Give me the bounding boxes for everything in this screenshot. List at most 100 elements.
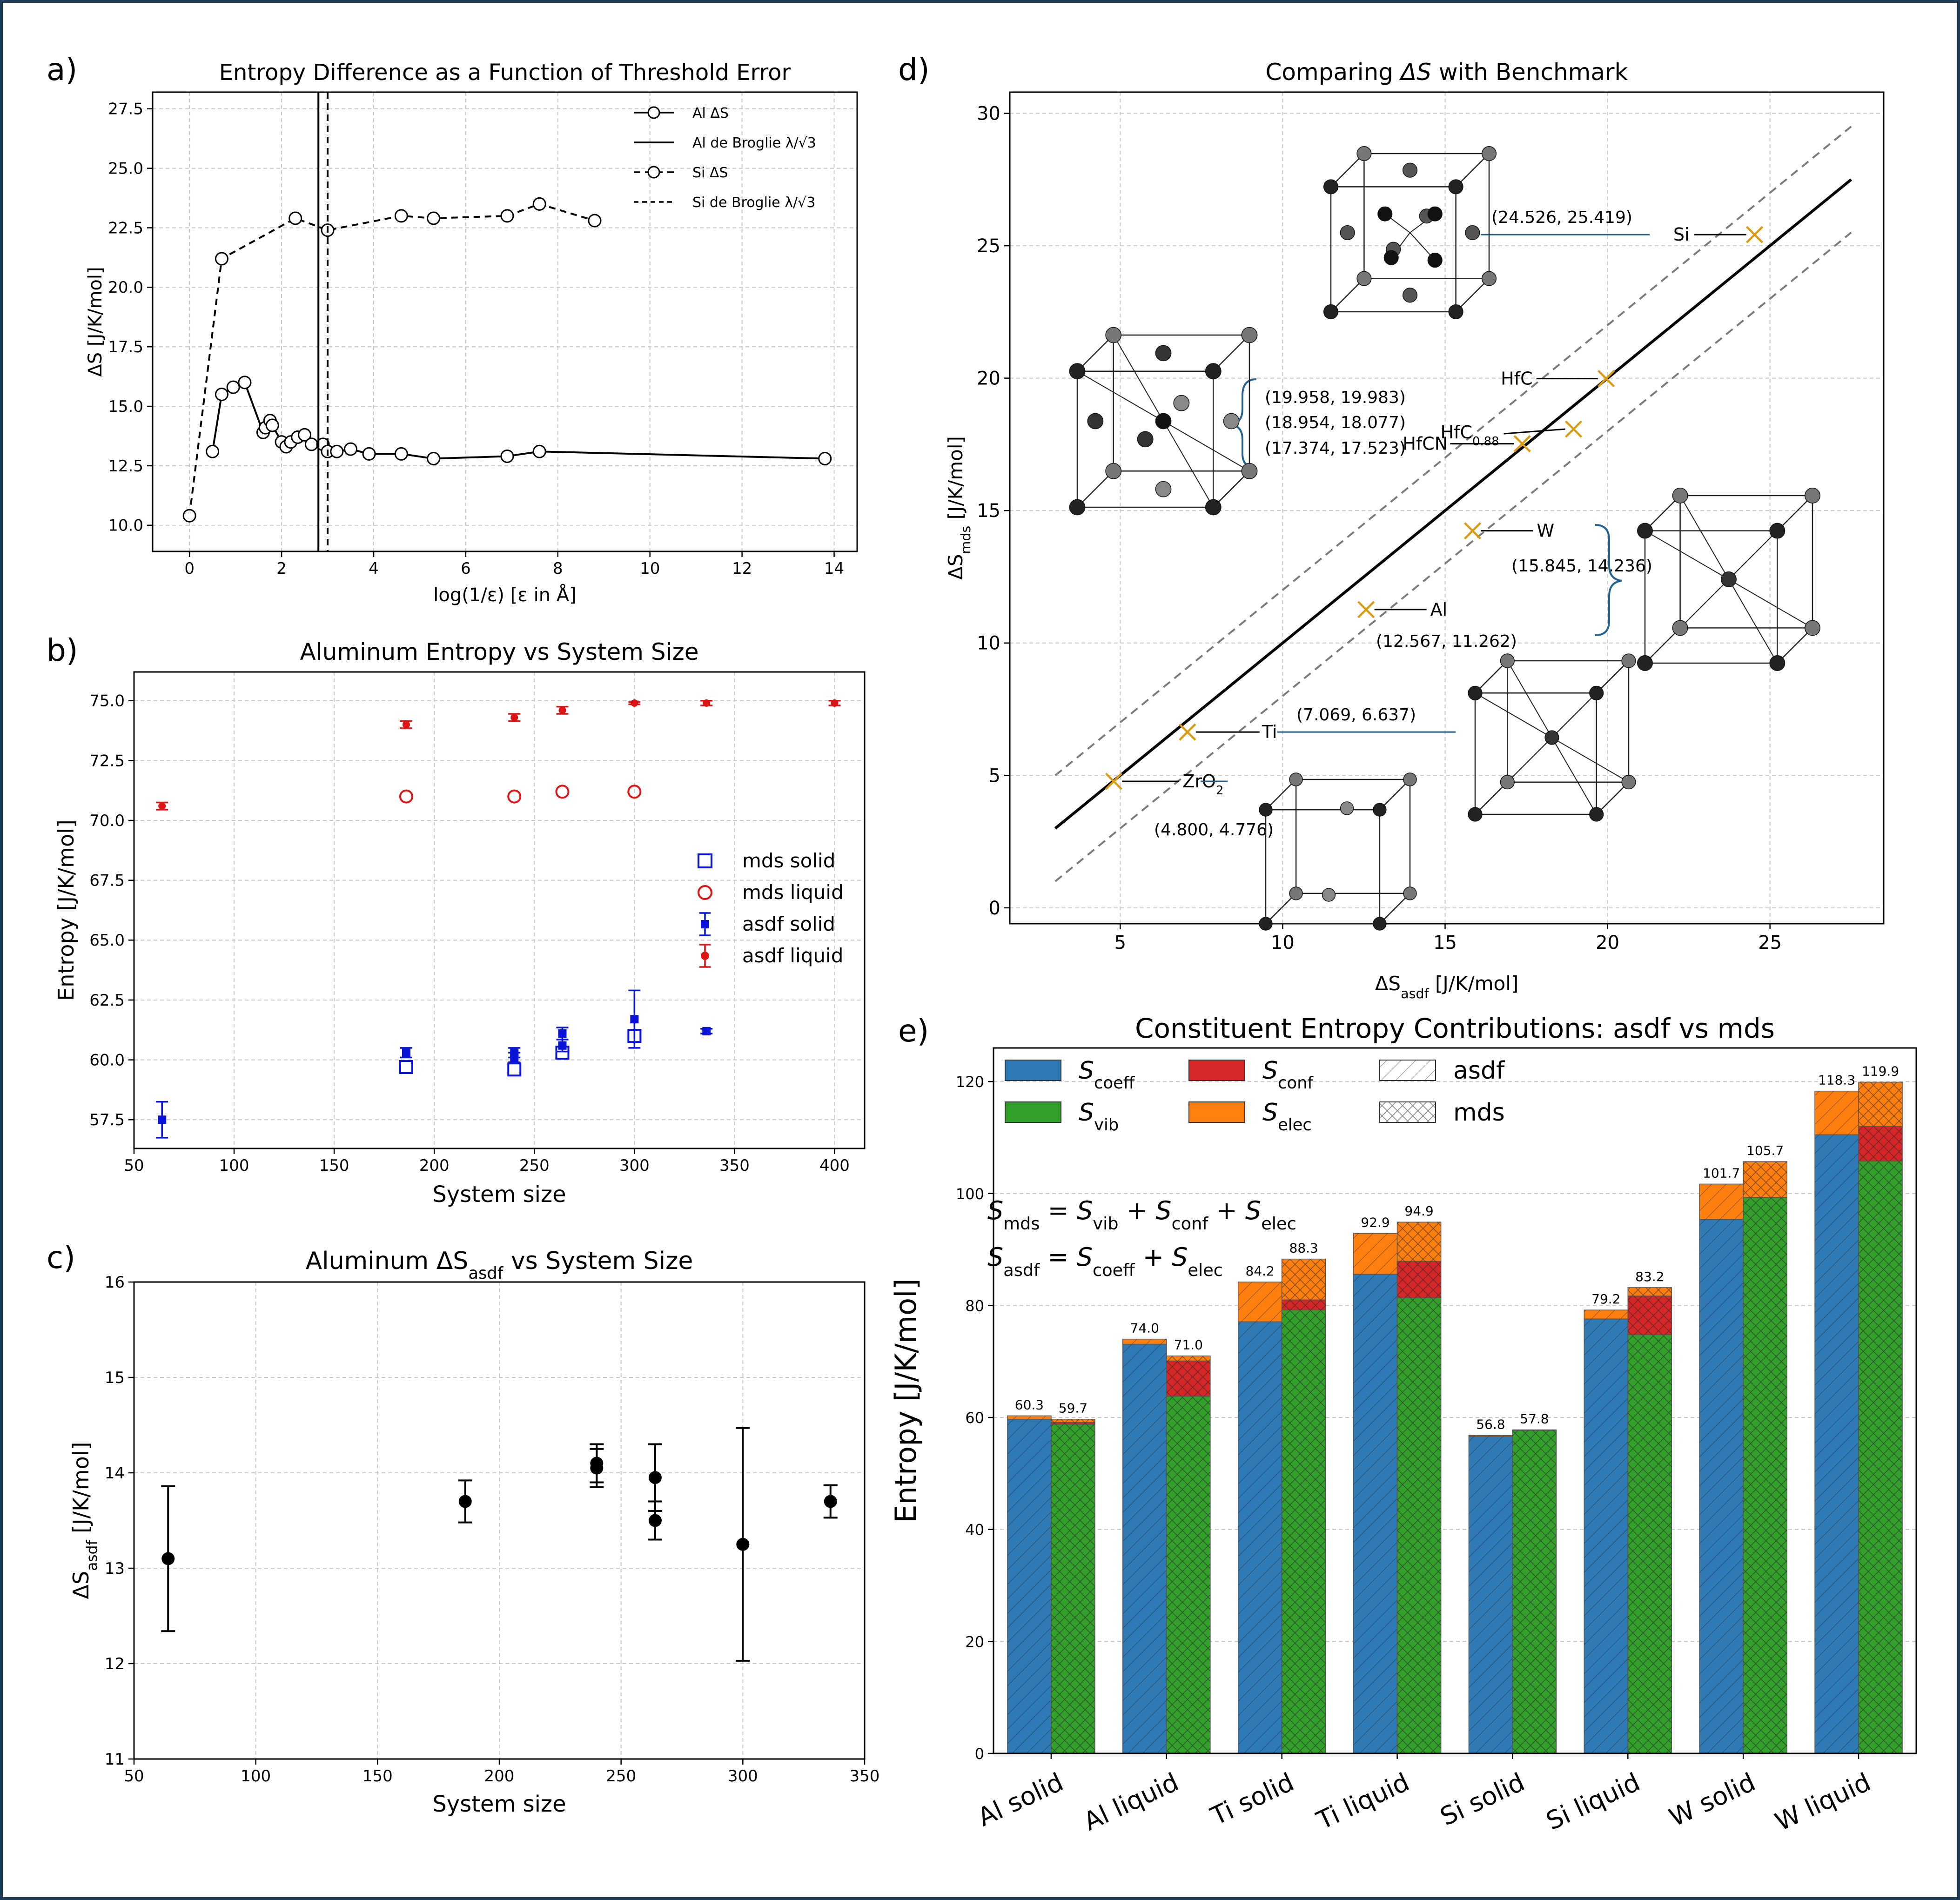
mds-liquid-point [627, 785, 642, 799]
lattice-atom [1373, 803, 1387, 817]
asdf-solid-point [510, 1053, 519, 1062]
al-data-point [238, 376, 252, 389]
x-tick-label: 100 [241, 1767, 271, 1786]
asdf-hatch [1353, 1233, 1397, 1275]
lattice-atom [1356, 146, 1372, 161]
asdf-liquid-point [510, 713, 518, 721]
lattice-atom [1069, 363, 1086, 380]
hfc-structure-illustration [1069, 327, 1258, 516]
mds-hatch [1628, 1296, 1672, 1335]
x-tick-label: 100 [219, 1156, 249, 1175]
plot-frame [133, 671, 866, 1149]
lattice-atom [1402, 288, 1418, 303]
mds-hatch [1282, 1310, 1326, 1753]
x-tick-label: 2 [276, 559, 287, 578]
si-data-point [532, 197, 546, 211]
text-part: elec [1188, 1260, 1223, 1280]
lattice-atom [1672, 488, 1688, 504]
y-axis-label: ΔSasdf [J/K/mol] [68, 1442, 101, 1599]
chart-title: Aluminum ΔSasdf vs System Size [306, 1247, 693, 1283]
text-part: Ti [1262, 722, 1277, 742]
lattice-atom [1205, 499, 1222, 516]
legend-label: Sconf [1262, 1057, 1314, 1093]
lattice-edge [1163, 421, 1214, 508]
y-tick-label: 11 [105, 1750, 125, 1769]
legend-label: Al de Broglie λ/√3 [692, 135, 816, 151]
lattice-edge [1475, 660, 1508, 694]
asdf-hatch [1007, 1416, 1051, 1419]
text-part: S [1077, 1196, 1093, 1225]
text-part: = [1040, 1196, 1077, 1225]
text-part: conf [1171, 1214, 1208, 1234]
text-part: asdf [1003, 1260, 1040, 1280]
legend-label: mds [1453, 1099, 1505, 1127]
w-group-brace [1595, 524, 1622, 636]
y-tick-label: 16 [105, 1273, 125, 1292]
mds-hatch [1397, 1222, 1441, 1262]
zirconia-structure-illustration [1259, 772, 1417, 931]
parity-line [1054, 178, 1853, 830]
text-part: S [1262, 1099, 1278, 1127]
lattice-atom [1769, 655, 1785, 671]
legend-label: mds liquid [742, 881, 844, 904]
y-tick-label: 27.5 [108, 100, 143, 119]
leader-line [1504, 428, 1565, 435]
data-point [648, 1514, 662, 1527]
asdf-total-label: 92.9 [1361, 1215, 1389, 1230]
x-tick-label: 250 [519, 1156, 550, 1175]
lattice-edge [1645, 530, 1729, 580]
asdf-liquid-point [158, 802, 166, 810]
legend-marker [698, 853, 712, 868]
lattice-atom [1427, 253, 1443, 268]
asdf-total-label: 60.3 [1015, 1397, 1044, 1412]
data-point [824, 1495, 837, 1508]
text-part: Comparing [1266, 59, 1401, 86]
benchmark-point [1105, 772, 1123, 790]
asdf-total-label: 79.2 [1591, 1291, 1620, 1307]
mds-hatch [1743, 1161, 1787, 1198]
lattice-atom [1377, 206, 1393, 222]
text-part: S [1079, 1057, 1094, 1085]
y-tick-label: 10 [977, 633, 1000, 654]
asdf-solid-point [558, 1029, 567, 1038]
lattice-atom [1105, 463, 1122, 479]
mds-hatch [1859, 1082, 1903, 1127]
al-data-point [362, 447, 376, 461]
asdf-hatch [1469, 1435, 1513, 1437]
text-part: coeff [1094, 1074, 1135, 1093]
text-part: S [987, 1196, 1003, 1225]
legend-marker [647, 106, 660, 119]
text-part: ΔS [68, 1571, 94, 1599]
text-part: S [1245, 1196, 1261, 1225]
mds-total-label: 57.8 [1520, 1411, 1549, 1427]
asdf-total-label: 56.8 [1476, 1417, 1505, 1432]
benchmark-point [1745, 226, 1764, 243]
y-tick-label: 57.5 [89, 1111, 125, 1129]
asdf-hatch [1353, 1274, 1397, 1753]
lattice-edge [1330, 153, 1365, 188]
y-tick-label: 15 [977, 500, 1000, 522]
lattice-atom [1402, 162, 1418, 178]
lattice-atom [1544, 730, 1559, 745]
lattice-atom [1105, 327, 1122, 343]
lattice-atom [1087, 413, 1104, 430]
y-tick-label: 20 [977, 368, 1000, 389]
mds-hatch [1859, 1126, 1903, 1161]
lattice-atom [1637, 523, 1653, 539]
asdf-hatch [1122, 1339, 1167, 1344]
x-tick-label: 4 [369, 559, 379, 578]
y-tick-label: 67.5 [89, 872, 125, 890]
chart-title: Entropy Difference as a Function of Thre… [219, 60, 791, 86]
al-data-point [206, 444, 220, 458]
x-tick-label: 5 [1114, 932, 1126, 953]
x-tick-label: 8 [553, 559, 563, 578]
lattice-edge [1113, 335, 1164, 422]
lattice-edge [1379, 779, 1410, 810]
legend-label: mds solid [742, 849, 835, 872]
x-axis-label: ΔSasdf [J/K/mol] [1375, 972, 1519, 1001]
y-tick-label: 20 [965, 1633, 984, 1651]
panel-c-chart: 50 100 150 200 250 300 350 11 12 13 14 15 16 Aluminum… [68, 1247, 879, 1817]
asdf-solid-point [630, 1015, 639, 1024]
data-point [161, 1552, 175, 1565]
lattice-edge [1455, 153, 1490, 188]
